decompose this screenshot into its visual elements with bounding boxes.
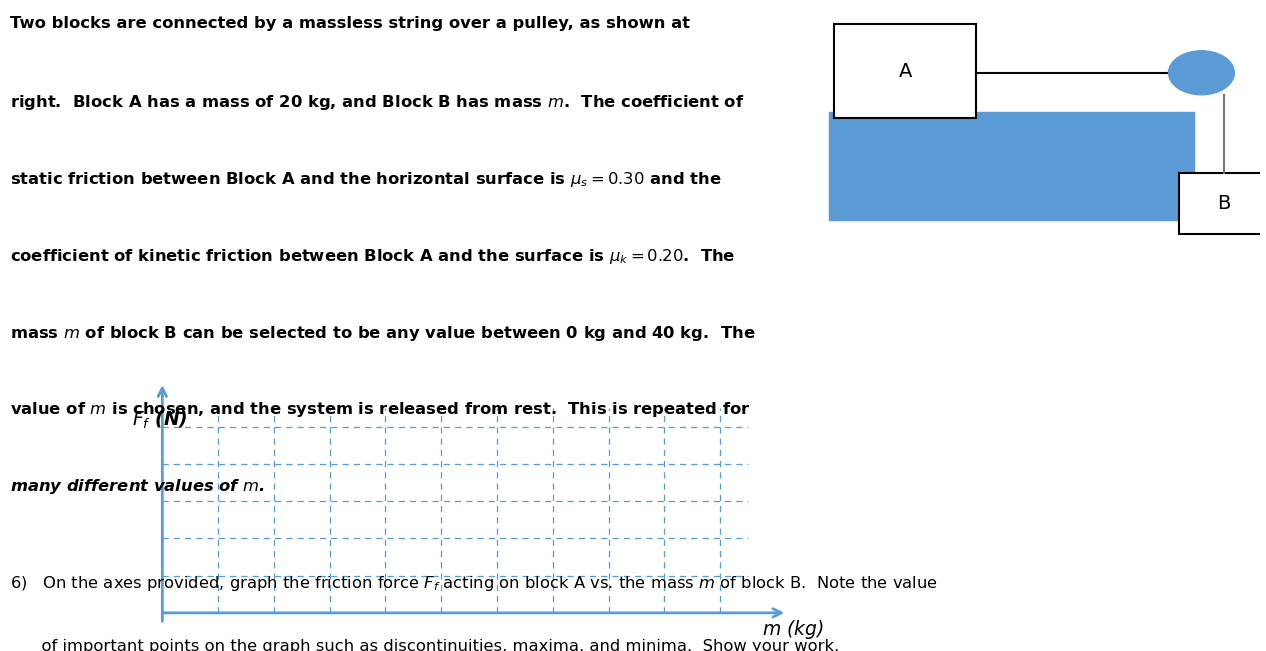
Text: B: B: [1218, 193, 1231, 213]
Bar: [829, 112, 1194, 220]
Text: right.  Block A has a mass of 20 kg, and Block B has mass $m$.  The coefficient : right. Block A has a mass of 20 kg, and …: [10, 93, 744, 112]
Circle shape: [1169, 51, 1234, 95]
Text: 6)   On the axes provided, graph the friction force $F_f$ acting on block A vs. : 6) On the axes provided, graph the frict…: [10, 574, 938, 592]
Text: value of $m$ is chosen, and the system is released from rest.  This is repeated : value of $m$ is chosen, and the system i…: [10, 400, 751, 419]
Bar: [834, 23, 976, 118]
Text: $F_f$ (N): $F_f$ (N): [132, 408, 187, 430]
Text: many different values of $m$.: many different values of $m$.: [10, 477, 265, 496]
Text: A: A: [899, 62, 912, 81]
Text: mass $m$ of block B can be selected to be any value between 0 kg and 40 kg.  The: mass $m$ of block B can be selected to b…: [10, 324, 756, 342]
Text: coefficient of kinetic friction between Block A and the surface is $\mu_k = 0.20: coefficient of kinetic friction between …: [10, 247, 736, 266]
Text: of important points on the graph such as discontinuities, maxima, and minima.  S: of important points on the graph such as…: [10, 639, 839, 651]
Text: Two blocks are connected by a massless string over a pulley, as shown at: Two blocks are connected by a massless s…: [10, 16, 690, 31]
Text: static friction between Block A and the horizontal surface is $\mu_s = 0.30$ and: static friction between Block A and the …: [10, 170, 722, 189]
Bar: [1179, 173, 1266, 234]
Text: $m$ (kg): $m$ (kg): [762, 618, 824, 641]
